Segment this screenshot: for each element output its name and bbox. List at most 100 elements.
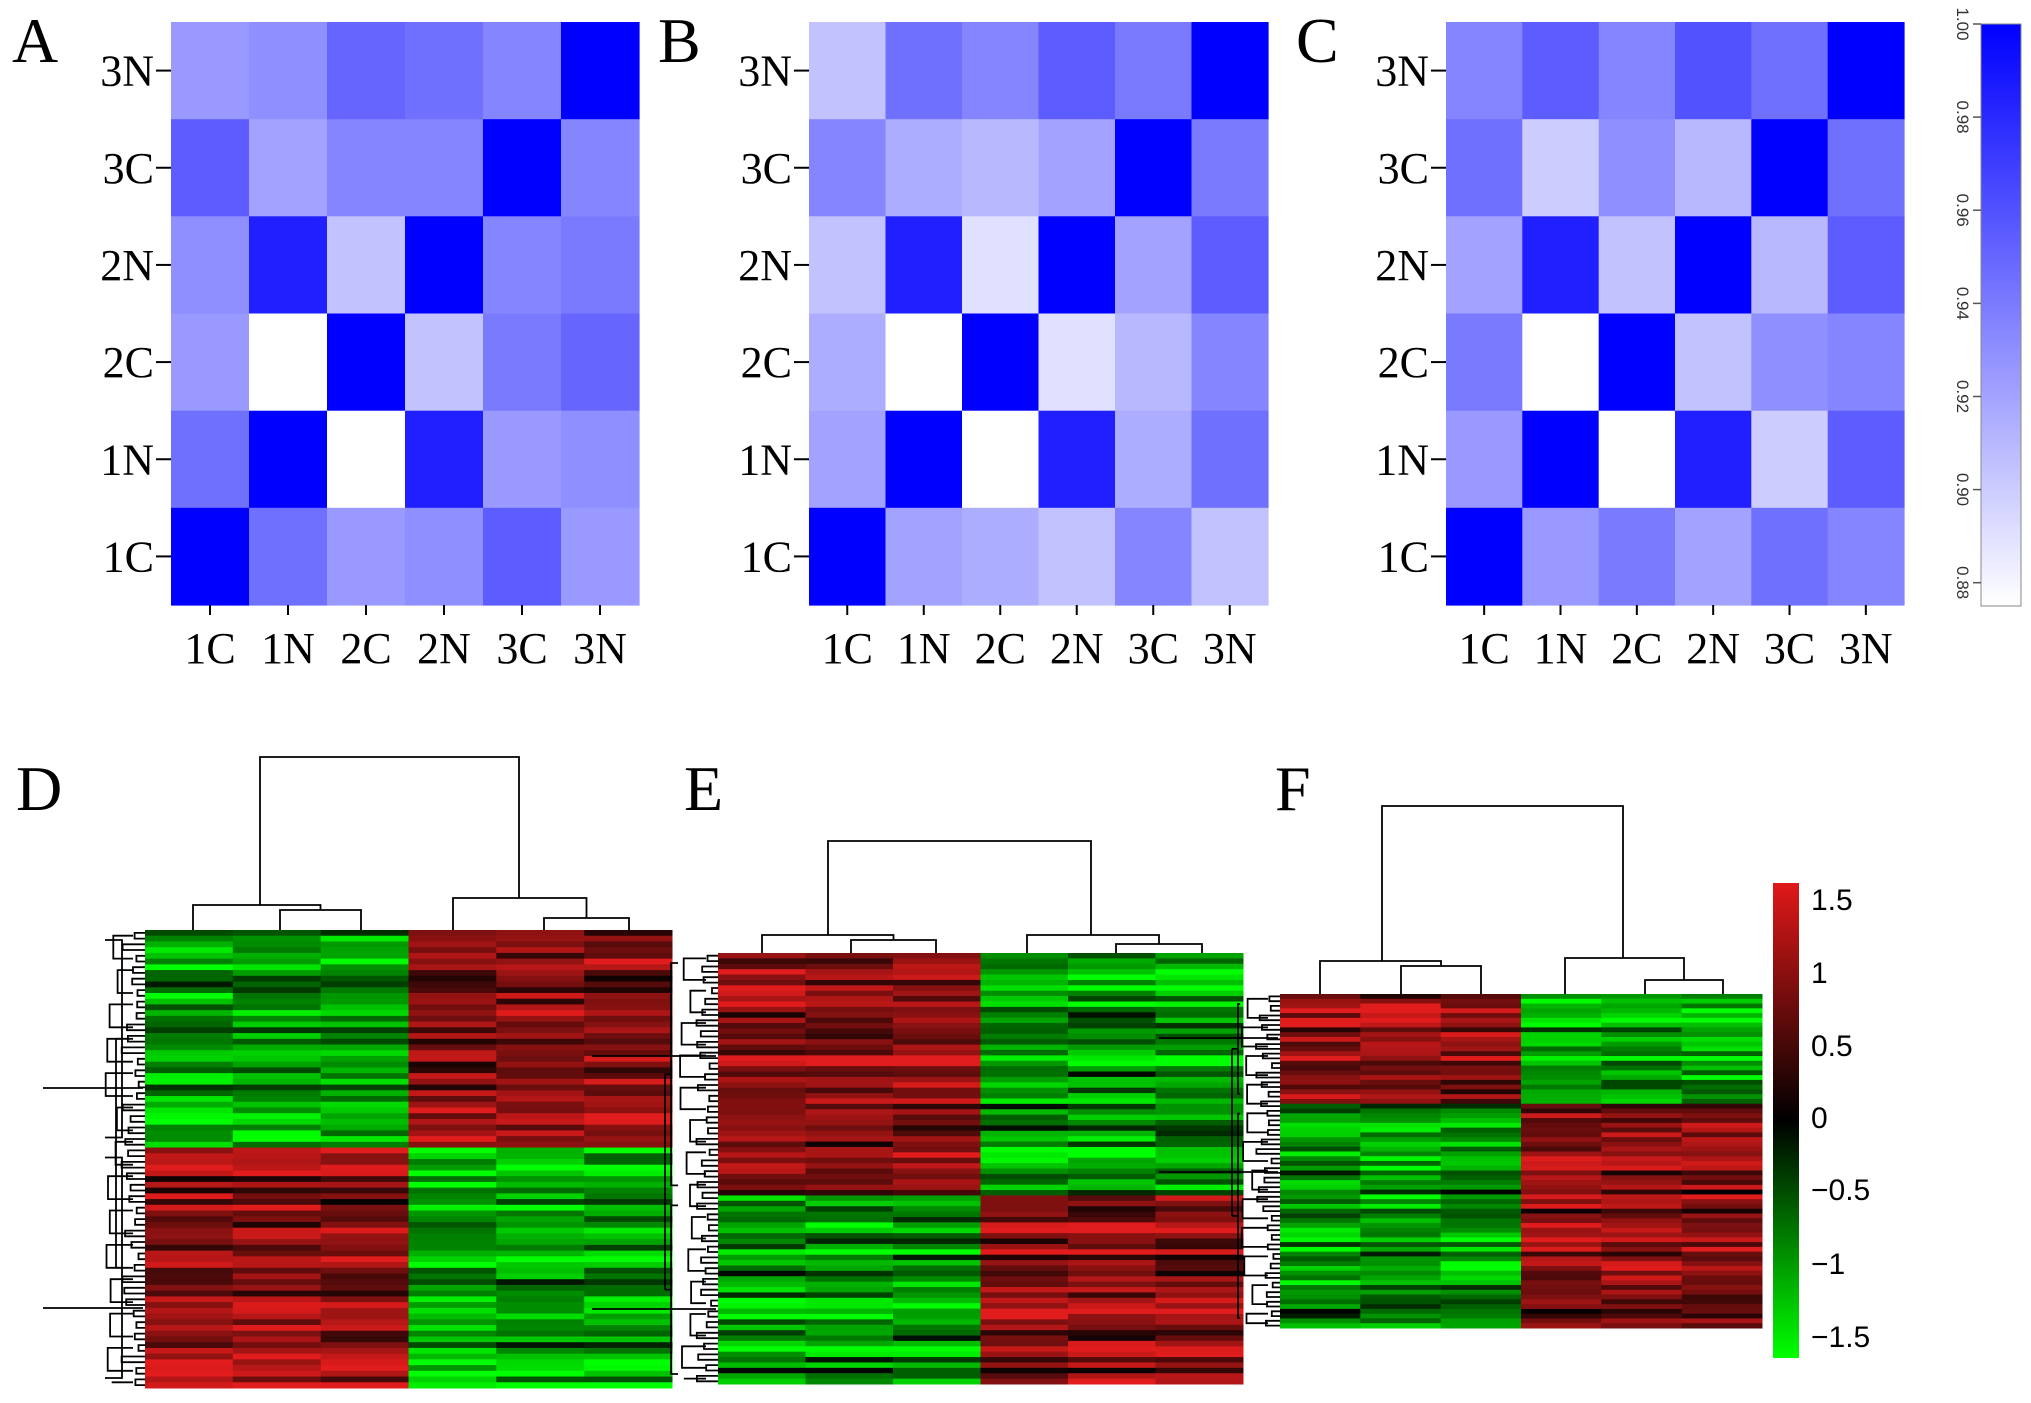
heatmap-cell	[496, 1262, 585, 1269]
heatmap-cell	[408, 947, 497, 954]
heatmap-cell	[1521, 1165, 1602, 1172]
heatmap-cell	[1521, 1161, 1602, 1167]
heatmap-cell	[1155, 1033, 1244, 1040]
heatmap-cell	[1681, 1180, 1763, 1186]
heatmap-cell	[718, 1378, 806, 1385]
heatmap-cell	[1521, 1103, 1602, 1110]
heatmap-cell	[496, 1233, 585, 1240]
heatmap-cell	[145, 1101, 234, 1108]
heatmap-cell	[805, 953, 894, 959]
heatmap-cell	[1115, 22, 1193, 120]
heatmap-cell	[1440, 1122, 1522, 1129]
heatmap-cell	[1280, 1313, 1361, 1319]
heatmap-cell	[980, 1313, 1069, 1320]
heatmap-cell	[584, 952, 673, 960]
heatmap-cell	[320, 998, 409, 1005]
heatmap-cell	[1681, 1008, 1763, 1014]
heatmap-cell	[805, 1071, 894, 1078]
heatmap-cell	[408, 1141, 497, 1149]
heatmap-cell	[1280, 1065, 1361, 1071]
heatmap-cell	[718, 1103, 806, 1110]
heatmap-cell	[980, 1324, 1069, 1331]
row-dendrogram-cluster	[1237, 1112, 1240, 1319]
heatmap-cell	[1446, 313, 1523, 412]
heatmap-cell	[980, 1130, 1069, 1137]
row-dendrogram-leaf	[1270, 1310, 1280, 1317]
heatmap-cell	[893, 985, 981, 992]
heatmap-cell	[1155, 1082, 1244, 1089]
heatmap-cell	[1681, 1265, 1763, 1272]
colorbar-tick-label: 0.88	[1953, 566, 1972, 599]
heatmap-cell	[584, 1342, 673, 1349]
heatmap-cell	[805, 969, 894, 976]
heatmap-cell	[145, 1313, 234, 1320]
heatmap-cell	[1155, 1324, 1244, 1331]
heatmap-cell	[320, 1336, 409, 1343]
heatmap-cell	[320, 970, 409, 977]
x-tick-label: 1N	[261, 624, 315, 673]
heatmap-cell	[145, 1113, 234, 1120]
heatmap-cell	[232, 1181, 322, 1189]
heatmap-cell	[584, 1055, 673, 1063]
heatmap-cell	[145, 1141, 234, 1149]
heatmap-cell	[1360, 1065, 1442, 1071]
heatmap-cell	[145, 1290, 234, 1297]
heatmap-cell	[408, 1204, 497, 1212]
heatmap-cell	[1360, 1151, 1442, 1157]
column-dendrogram-root	[827, 840, 1092, 935]
heatmap-cell	[980, 1152, 1069, 1159]
heatmap-cell	[408, 1376, 497, 1383]
heatmap-cell	[1440, 1027, 1522, 1033]
heatmap-cell	[496, 1004, 585, 1011]
heatmap-cell	[1360, 1165, 1442, 1172]
heatmap-cell	[1601, 1189, 1683, 1195]
heatmap-cell	[1280, 1027, 1361, 1033]
heatmap-cell	[893, 1049, 981, 1056]
heatmap-cell	[980, 1233, 1069, 1240]
heatmap-cell	[408, 1164, 497, 1171]
heatmap-cell	[718, 1265, 806, 1272]
heatmap-cell	[1280, 1246, 1361, 1253]
heatmap-cell	[1601, 1180, 1683, 1186]
row-dendrogram-branch	[116, 969, 133, 994]
heatmap-cell	[805, 1265, 894, 1272]
heatmap-cell	[805, 1136, 894, 1143]
heatmap-cell	[1280, 1041, 1361, 1047]
heatmap-cell	[496, 1221, 585, 1229]
heatmap-cell	[805, 1260, 894, 1266]
heatmap-cell	[1601, 1323, 1683, 1329]
heatmap-cell	[1068, 1184, 1156, 1191]
heatmap-cell	[805, 990, 894, 997]
heatmap-cell	[1827, 216, 1905, 315]
heatmap-cell	[496, 1319, 585, 1326]
heatmap-cell	[408, 1050, 497, 1057]
heatmap-cell	[1280, 1318, 1361, 1324]
heatmap-cell	[980, 1287, 1069, 1293]
heatmap-cell	[1280, 1046, 1361, 1052]
heatmap-cell	[408, 1296, 497, 1303]
heatmap-cell	[1521, 1246, 1602, 1253]
heatmap-cell	[320, 1267, 409, 1274]
row-dendrogram-leaf	[134, 1069, 145, 1077]
heatmap-cell	[584, 947, 673, 954]
heatmap-cell	[893, 1319, 981, 1326]
heatmap-cell	[1280, 1003, 1361, 1009]
heatmap-cell	[1681, 1022, 1763, 1028]
heatmap-cell	[1598, 313, 1676, 412]
heatmap-cell	[1360, 1313, 1442, 1319]
heatmap-cell	[408, 1021, 497, 1028]
heatmap-cell	[232, 1221, 322, 1229]
heatmap-cell	[718, 1157, 806, 1164]
x-tick-label: 3C	[1764, 624, 1815, 673]
heatmap-cell	[1681, 1056, 1763, 1062]
expression-colorbar-tick-label: −1.5	[1811, 1321, 1870, 1354]
heatmap-cell	[584, 1141, 673, 1149]
heatmap-cell	[496, 1096, 585, 1103]
heatmap-cell	[232, 1187, 322, 1194]
heatmap-cell	[320, 1279, 409, 1286]
heatmap-cell	[805, 979, 894, 986]
heatmap-cell	[1280, 1208, 1361, 1214]
heatmap-cell	[1360, 1285, 1442, 1291]
heatmap-cell	[893, 963, 981, 970]
heatmap-cell	[408, 1302, 497, 1309]
